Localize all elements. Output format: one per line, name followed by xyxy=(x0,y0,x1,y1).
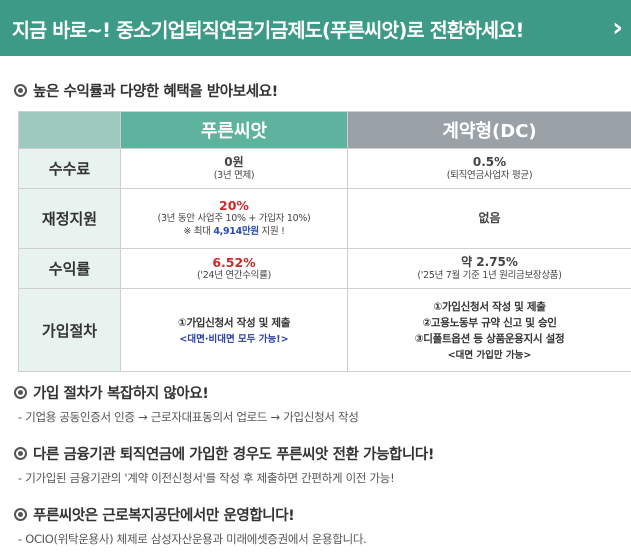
header-cell-dc: 계약형(DC) xyxy=(347,111,631,149)
table-row: 가입절차 ①가입신청서 작성 및 제출 <대면·비대면 모두 가능!> ①가입신… xyxy=(18,288,631,372)
dc-return-value: 약 2.75% xyxy=(461,255,518,269)
section-heading-text: 가입 절차가 복잡하지 않아요! xyxy=(33,386,209,402)
section-heading-operator: 푸른씨앗은 근로복지공단에서만 운영합니다! xyxy=(14,504,295,525)
table-row: 수수료 0원 (3년 면제) 0.5% (퇴직연금사업자 평균) xyxy=(18,148,631,189)
support-note: ※ 최대 4,914만원 지원 ! xyxy=(121,226,347,239)
fee-sub: (3년 면제) xyxy=(213,170,255,182)
section-heading-text: 푸른씨앗은 근로복지공단에서만 운영합니다! xyxy=(33,508,295,524)
section-desc-operator: - OCIO(위탁운용사) 체제로 삼성자산운용과 미래에셋증권에서 운용합니다… xyxy=(18,532,367,546)
dc-fee-sub: (퇴직연금사업자 평균) xyxy=(446,170,533,182)
cell-dc-return: 약 2.75% ('25년 7월 기준 1년 원리금보장상품) xyxy=(347,248,631,289)
dc-procedure-step: ①가입신청서 작성 및 제출 xyxy=(433,300,546,313)
dc-return-sub: ('25년 7월 기준 1년 원리금보장상품) xyxy=(417,270,562,282)
cell-pureun-return: 6.52% ('24년 연간수익률) xyxy=(120,248,348,289)
row-label-return: 수익률 xyxy=(18,248,121,289)
table-row: 수익률 6.52% ('24년 연간수익률) 약 2.75% ('25년 7월 … xyxy=(18,248,631,289)
circle-bullet-icon xyxy=(14,84,27,97)
section-desc-transfer: - 기가입된 금융기관의 '계약 이전신청서'를 작성 후 제출하면 간편하게 … xyxy=(18,471,395,485)
row-label-support: 재정지원 xyxy=(18,188,121,249)
row-label-fee: 수수료 xyxy=(18,148,121,189)
section-heading-text: 높은 수익률과 다양한 혜택을 받아보세요! xyxy=(33,84,278,100)
header-cell-pureun: 푸른씨앗 xyxy=(120,111,348,149)
section-desc-procedure: - 기업용 공동인증서 인증 → 근로자대표동의서 업로드 → 가입신청서 작성 xyxy=(18,410,359,424)
dc-support-value: 없음 xyxy=(478,211,501,226)
comparison-table: 푸른씨앗 계약형(DC) 수수료 0원 (3년 면제) 0.5% (퇴직연금사업… xyxy=(18,111,631,372)
dc-procedure-note: <대면 가입만 가능> xyxy=(447,350,532,362)
procedure-note: <대면·비대면 모두 가능!> xyxy=(179,334,289,346)
procedure-step: ①가입신청서 작성 및 제출 xyxy=(177,316,291,329)
section-heading-transfer: 다른 금융기관 퇴직연금에 가입한 경우도 푸른씨앗 전환 가능합니다! xyxy=(14,443,434,464)
support-note-amount: 4,914만원 xyxy=(213,226,259,237)
banner[interactable]: 지금 바로~! 중소기업퇴직연금기금제도(푸른씨앗)로 전환하세요! › xyxy=(0,0,631,56)
table-header-row: 푸른씨앗 계약형(DC) xyxy=(18,111,631,149)
cell-pureun-support: 20% (3년 동안 사업주 10% + 가입자 10%) ※ 최대 4,914… xyxy=(120,188,348,249)
dc-fee-value: 0.5% xyxy=(472,155,507,169)
banner-title: 지금 바로~! 중소기업퇴직연금기금제도(푸른씨앗)로 전환하세요! xyxy=(12,18,524,42)
return-sub: ('24년 연간수익률) xyxy=(197,269,271,281)
support-sub: (3년 동안 사업주 10% + 가입자 10%) xyxy=(157,213,311,225)
table-row: 재정지원 20% (3년 동안 사업주 10% + 가입자 10%) ※ 최대 … xyxy=(18,188,631,249)
chevron-right-icon[interactable]: › xyxy=(612,13,623,43)
row-label-procedure: 가입절차 xyxy=(18,288,121,372)
cell-pureun-fee: 0원 (3년 면제) xyxy=(120,148,348,189)
section-heading-text: 다른 금융기관 퇴직연금에 가입한 경우도 푸른씨앗 전환 가능합니다! xyxy=(33,447,435,463)
cell-dc-fee: 0.5% (퇴직연금사업자 평균) xyxy=(347,148,631,189)
dc-procedure-step: ③디폴트옵션 등 상품운용지시 설정 xyxy=(414,333,565,346)
cell-dc-procedure: ①가입신청서 작성 및 제출 ②고용노동부 규약 신고 및 승인 ③디폴트옵션 … xyxy=(347,288,631,372)
circle-bullet-icon xyxy=(14,508,27,521)
section-heading-procedure: 가입 절차가 복잡하지 않아요! xyxy=(14,382,209,403)
cell-pureun-procedure: ①가입신청서 작성 및 제출 <대면·비대면 모두 가능!> xyxy=(120,288,348,372)
return-value: 6.52% xyxy=(212,254,256,270)
support-note-suffix: 지원 ! xyxy=(258,226,285,237)
cell-dc-support: 없음 xyxy=(347,188,631,249)
dc-procedure-step: ②고용노동부 규약 신고 및 승인 xyxy=(422,316,557,329)
header-cell-blank xyxy=(18,111,121,149)
fee-value: 0원 xyxy=(224,155,244,169)
section-heading-benefits: 높은 수익률과 다양한 혜택을 받아보세요! xyxy=(14,80,278,101)
support-value: 20% xyxy=(219,198,249,214)
circle-bullet-icon xyxy=(14,447,27,460)
circle-bullet-icon xyxy=(14,386,27,399)
support-note-prefix: ※ 최대 xyxy=(183,226,214,237)
